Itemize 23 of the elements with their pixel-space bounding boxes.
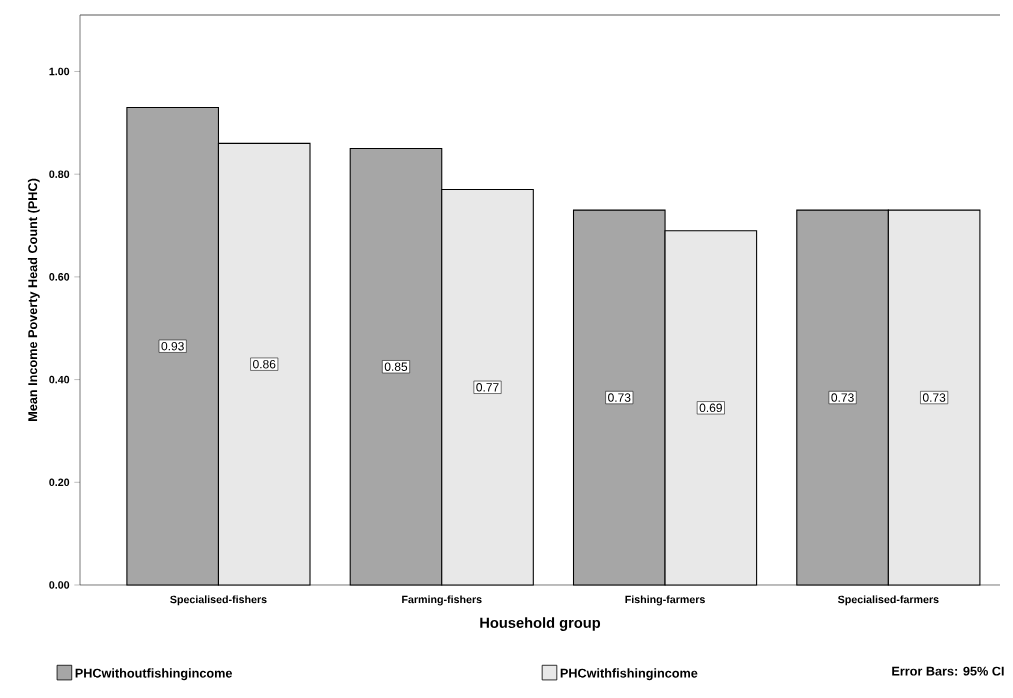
x-tick-label: Fishing-farmers: [625, 595, 705, 606]
legend-label: PHCwithfishingincome: [560, 668, 698, 681]
y-tick-label: 0.20: [49, 478, 70, 487]
x-axis-title: Household group: [480, 617, 601, 631]
data-label: 0.86: [253, 359, 276, 369]
x-tick-label: Farming-fishers: [402, 595, 482, 606]
data-label: 0.93: [161, 341, 184, 351]
data-label: 0.73: [831, 393, 854, 402]
data-label: 0.69: [699, 403, 722, 413]
y-tick-label: 0.40: [49, 375, 70, 384]
y-tick-label: 1.00: [49, 67, 70, 76]
data-label: 0.73: [608, 393, 631, 402]
legend-label: PHCwithoutfishingincome: [75, 668, 233, 681]
x-tick-label: Specialised-farmers: [837, 595, 939, 606]
y-axis-title: Mean Income Poverty Head Count (PHC): [27, 178, 40, 421]
y-tick-label: 0.00: [49, 581, 70, 589]
data-label: 0.85: [384, 362, 408, 371]
text: Error Bars: 95% CI: [892, 666, 1004, 676]
y-tick-label: 0.80: [49, 170, 70, 178]
data-label: 0.73: [922, 393, 946, 402]
data-label: 0.77: [476, 383, 499, 392]
x-tick-label: Specialised-fishers: [170, 595, 267, 606]
y-tick-label: 0.60: [49, 273, 70, 281]
